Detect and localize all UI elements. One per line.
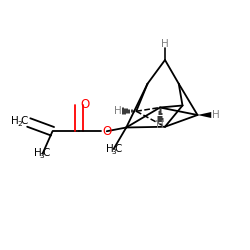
Text: 2: 2 [17, 121, 22, 127]
Text: H: H [161, 40, 169, 50]
Text: H: H [11, 116, 19, 126]
Text: H: H [34, 148, 42, 158]
Text: H: H [212, 110, 220, 120]
Text: O: O [80, 98, 90, 112]
Text: H: H [114, 106, 122, 116]
Text: C: C [42, 148, 50, 158]
Text: H: H [106, 144, 114, 154]
Text: C: C [114, 144, 122, 154]
Polygon shape [198, 112, 211, 118]
Text: O: O [103, 125, 112, 138]
Text: 3: 3 [40, 152, 44, 158]
Text: H: H [156, 120, 164, 130]
Text: C: C [20, 116, 28, 126]
Text: 3: 3 [112, 149, 116, 155]
